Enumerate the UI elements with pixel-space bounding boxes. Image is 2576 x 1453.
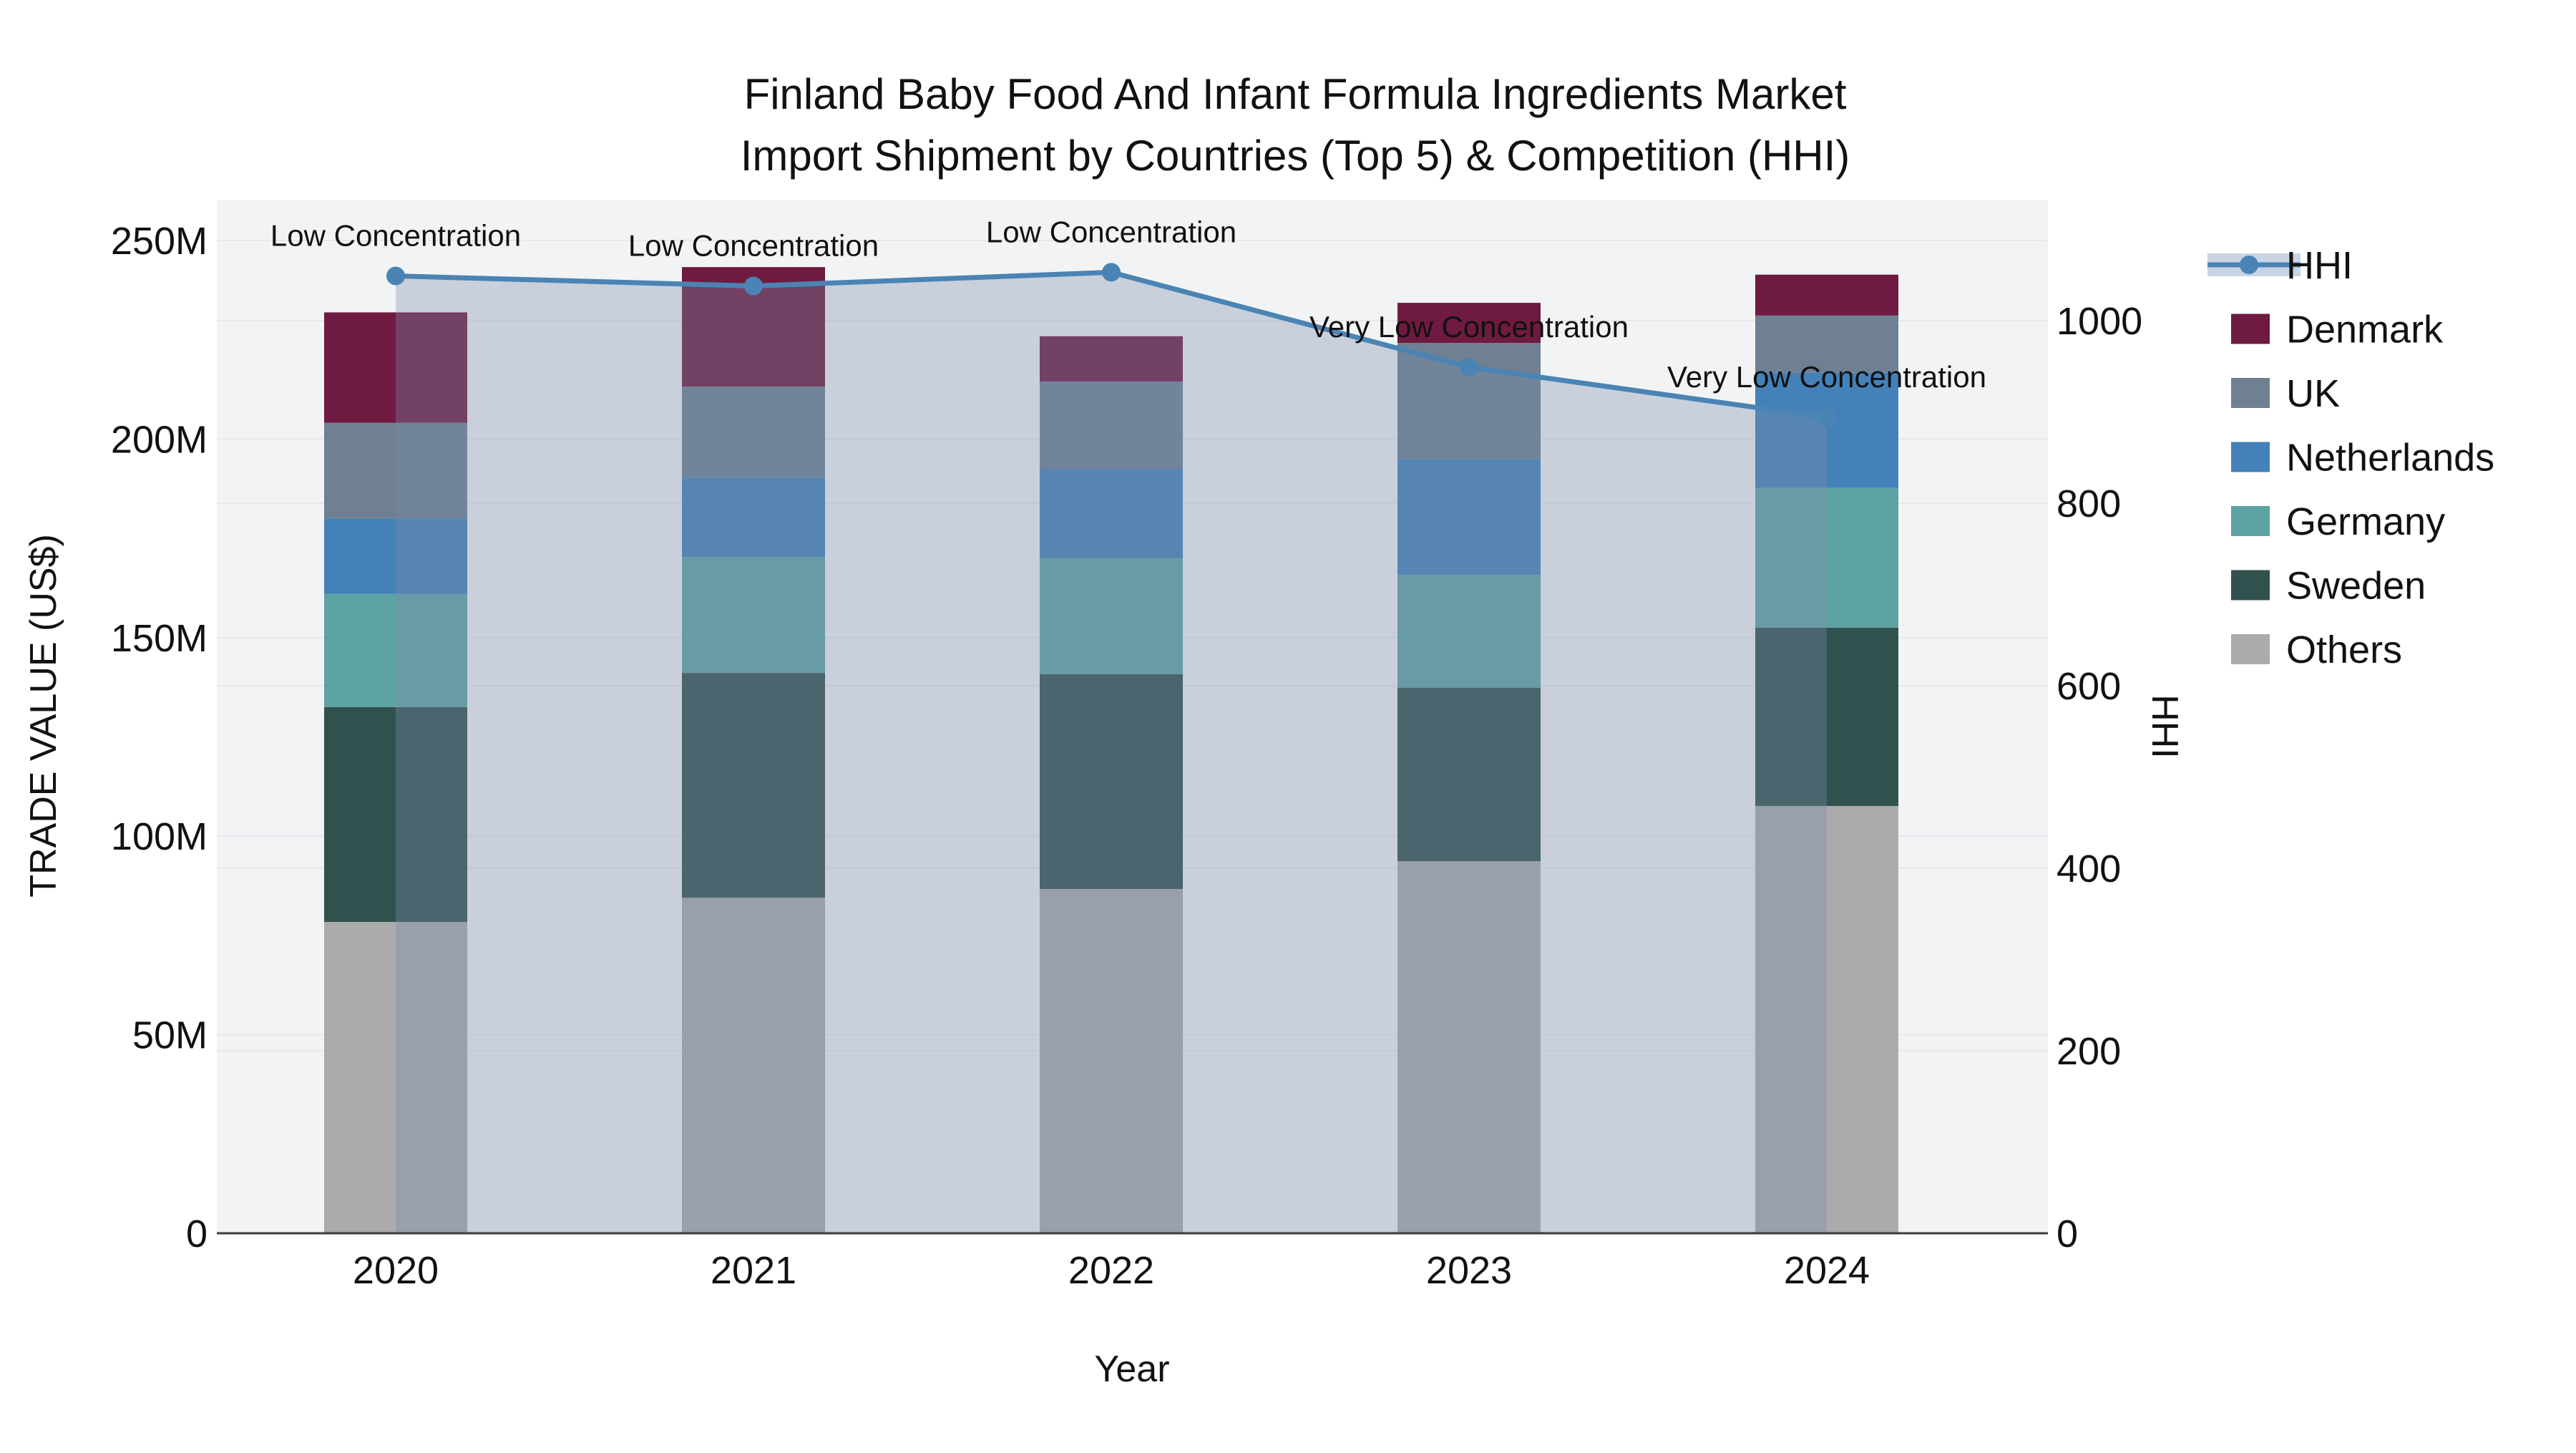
bar-segment-2022-netherlands[interactable] bbox=[1040, 469, 1183, 558]
x-tick-2023: 2023 bbox=[1426, 1249, 1512, 1292]
legend-item-netherlands[interactable]: Netherlands bbox=[2231, 437, 2494, 480]
legend-item-sweden[interactable]: Sweden bbox=[2231, 565, 2426, 608]
right-tick-1000: 1000 bbox=[2057, 300, 2142, 343]
bar-segment-2024-netherlands[interactable] bbox=[1755, 372, 1898, 488]
right-tick-0: 0 bbox=[2057, 1213, 2078, 1255]
bar-segment-2024-denmark[interactable] bbox=[1755, 274, 1898, 316]
legend-label-others: Others bbox=[2286, 628, 2402, 671]
legend-item-germany[interactable]: Germany bbox=[2231, 500, 2445, 543]
bar-segment-2024-germany[interactable] bbox=[1755, 487, 1898, 628]
bar-segment-2021-germany[interactable] bbox=[682, 557, 825, 674]
hhi-point-2023[interactable] bbox=[1460, 358, 1478, 377]
bar-segment-2022-sweden[interactable] bbox=[1040, 674, 1183, 889]
legend-swatch-sweden bbox=[2231, 570, 2270, 601]
hhi-point-2020[interactable] bbox=[386, 266, 405, 286]
bar-segment-2022-denmark[interactable] bbox=[1040, 336, 1183, 382]
bar-segment-2021-netherlands[interactable] bbox=[682, 477, 825, 558]
bar-segment-2020-denmark[interactable] bbox=[324, 312, 467, 423]
right-tick-800: 800 bbox=[2057, 482, 2121, 525]
legend: HHI Denmark UK Netherlands Germany Sweden Othe… bbox=[2207, 244, 2494, 671]
left-tick-0: 0 bbox=[186, 1213, 208, 1255]
legend-label-uk: UK bbox=[2286, 372, 2340, 415]
bar-segment-2020-others[interactable] bbox=[324, 922, 467, 1233]
bar-segment-2022-others[interactable] bbox=[1040, 888, 1183, 1233]
annotation-2023: Very Low Concentration bbox=[1309, 310, 1629, 344]
legend-label-hhi: HHI bbox=[2286, 244, 2353, 287]
bar-segment-2020-netherlands[interactable] bbox=[324, 518, 467, 594]
legend-item-hhi[interactable]: HHI bbox=[2207, 244, 2353, 287]
left-tick-250: 250M bbox=[111, 220, 208, 263]
right-axis-title: HHI bbox=[2144, 694, 2185, 759]
bar-segment-2023-netherlands[interactable] bbox=[1397, 459, 1541, 575]
x-tick-2024: 2024 bbox=[1784, 1249, 1870, 1292]
legend-swatch-netherlands bbox=[2231, 442, 2270, 472]
legend-item-uk[interactable]: UK bbox=[2231, 372, 2340, 415]
legend-item-others[interactable]: Others bbox=[2231, 628, 2402, 671]
x-axis-title: Year bbox=[1094, 1348, 1169, 1390]
bar-segment-2023-others[interactable] bbox=[1397, 861, 1541, 1233]
legend-item-denmark[interactable]: Denmark bbox=[2231, 308, 2444, 351]
legend-swatch-others bbox=[2231, 634, 2270, 664]
hhi-markers bbox=[386, 263, 1836, 427]
legend-label-denmark: Denmark bbox=[2286, 308, 2444, 351]
bar-segment-2021-sweden[interactable] bbox=[682, 673, 825, 898]
legend-swatch-denmark bbox=[2231, 314, 2270, 344]
left-axis-tick-labels: 0 50M 100M 150M 200M 250M bbox=[111, 220, 208, 1255]
annotation-2024: Very Low Concentration bbox=[1667, 360, 1986, 394]
legend-swatch-uk bbox=[2231, 378, 2270, 408]
left-tick-200: 200M bbox=[111, 418, 208, 461]
annotation-2021: Low Concentration bbox=[628, 229, 879, 263]
bar-segment-2020-germany[interactable] bbox=[324, 593, 467, 707]
legend-hhi-marker-icon bbox=[2240, 256, 2258, 274]
bar-segment-2021-others[interactable] bbox=[682, 898, 825, 1233]
annotation-2022: Low Concentration bbox=[986, 215, 1236, 248]
right-axis-tick-labels: 0 200 400 600 800 1000 bbox=[2057, 300, 2142, 1255]
x-tick-2021: 2021 bbox=[711, 1249, 796, 1292]
bar-segment-2022-uk[interactable] bbox=[1040, 381, 1183, 470]
hhi-area-fill bbox=[396, 272, 1827, 1233]
bar-segment-2024-sweden[interactable] bbox=[1755, 627, 1898, 807]
chart-title-line2: Import Shipment by Countries (Top 5) & C… bbox=[741, 132, 1850, 180]
bar-segment-2023-germany[interactable] bbox=[1397, 575, 1541, 688]
right-tick-600: 600 bbox=[2057, 665, 2121, 708]
x-tick-2022: 2022 bbox=[1068, 1249, 1154, 1292]
stacked-bars bbox=[324, 267, 1898, 1233]
bar-segment-2024-uk[interactable] bbox=[1755, 315, 1898, 373]
x-axis-tick-labels: 2020 2021 2022 2023 2024 bbox=[353, 1249, 1870, 1292]
bar-segment-2020-uk[interactable] bbox=[324, 422, 467, 519]
x-tick-2020: 2020 bbox=[353, 1249, 439, 1292]
hhi-point-2024[interactable] bbox=[1818, 408, 1836, 427]
annotation-2020: Low Concentration bbox=[270, 219, 521, 253]
legend-label-germany: Germany bbox=[2286, 500, 2445, 543]
left-tick-150: 150M bbox=[111, 617, 208, 660]
bar-segment-2021-uk[interactable] bbox=[682, 387, 825, 478]
bar-segment-2023-sweden[interactable] bbox=[1397, 687, 1541, 862]
left-tick-100: 100M bbox=[111, 815, 208, 858]
legend-label-sweden: Sweden bbox=[2286, 565, 2426, 608]
right-tick-200: 200 bbox=[2057, 1030, 2121, 1073]
right-tick-400: 400 bbox=[2057, 847, 2121, 890]
legend-label-netherlands: Netherlands bbox=[2286, 437, 2494, 480]
bar-segment-2023-denmark[interactable] bbox=[1397, 303, 1541, 344]
bar-segment-2020-sweden[interactable] bbox=[324, 706, 467, 923]
left-tick-50: 50M bbox=[132, 1014, 208, 1057]
chart-title-line1: Finland Baby Food And Infant Formula Ing… bbox=[744, 70, 1847, 118]
left-axis-title: TRADE VALUE (US$) bbox=[23, 534, 64, 898]
legend-swatch-germany bbox=[2231, 506, 2270, 536]
concentration-annotations: Low Concentration Low Concentration Low Co… bbox=[270, 215, 1986, 394]
hhi-point-2021[interactable] bbox=[744, 276, 763, 296]
bar-segment-2024-others[interactable] bbox=[1755, 806, 1898, 1233]
bar-segment-2022-germany[interactable] bbox=[1040, 558, 1183, 674]
hhi-point-2022[interactable] bbox=[1102, 263, 1121, 282]
